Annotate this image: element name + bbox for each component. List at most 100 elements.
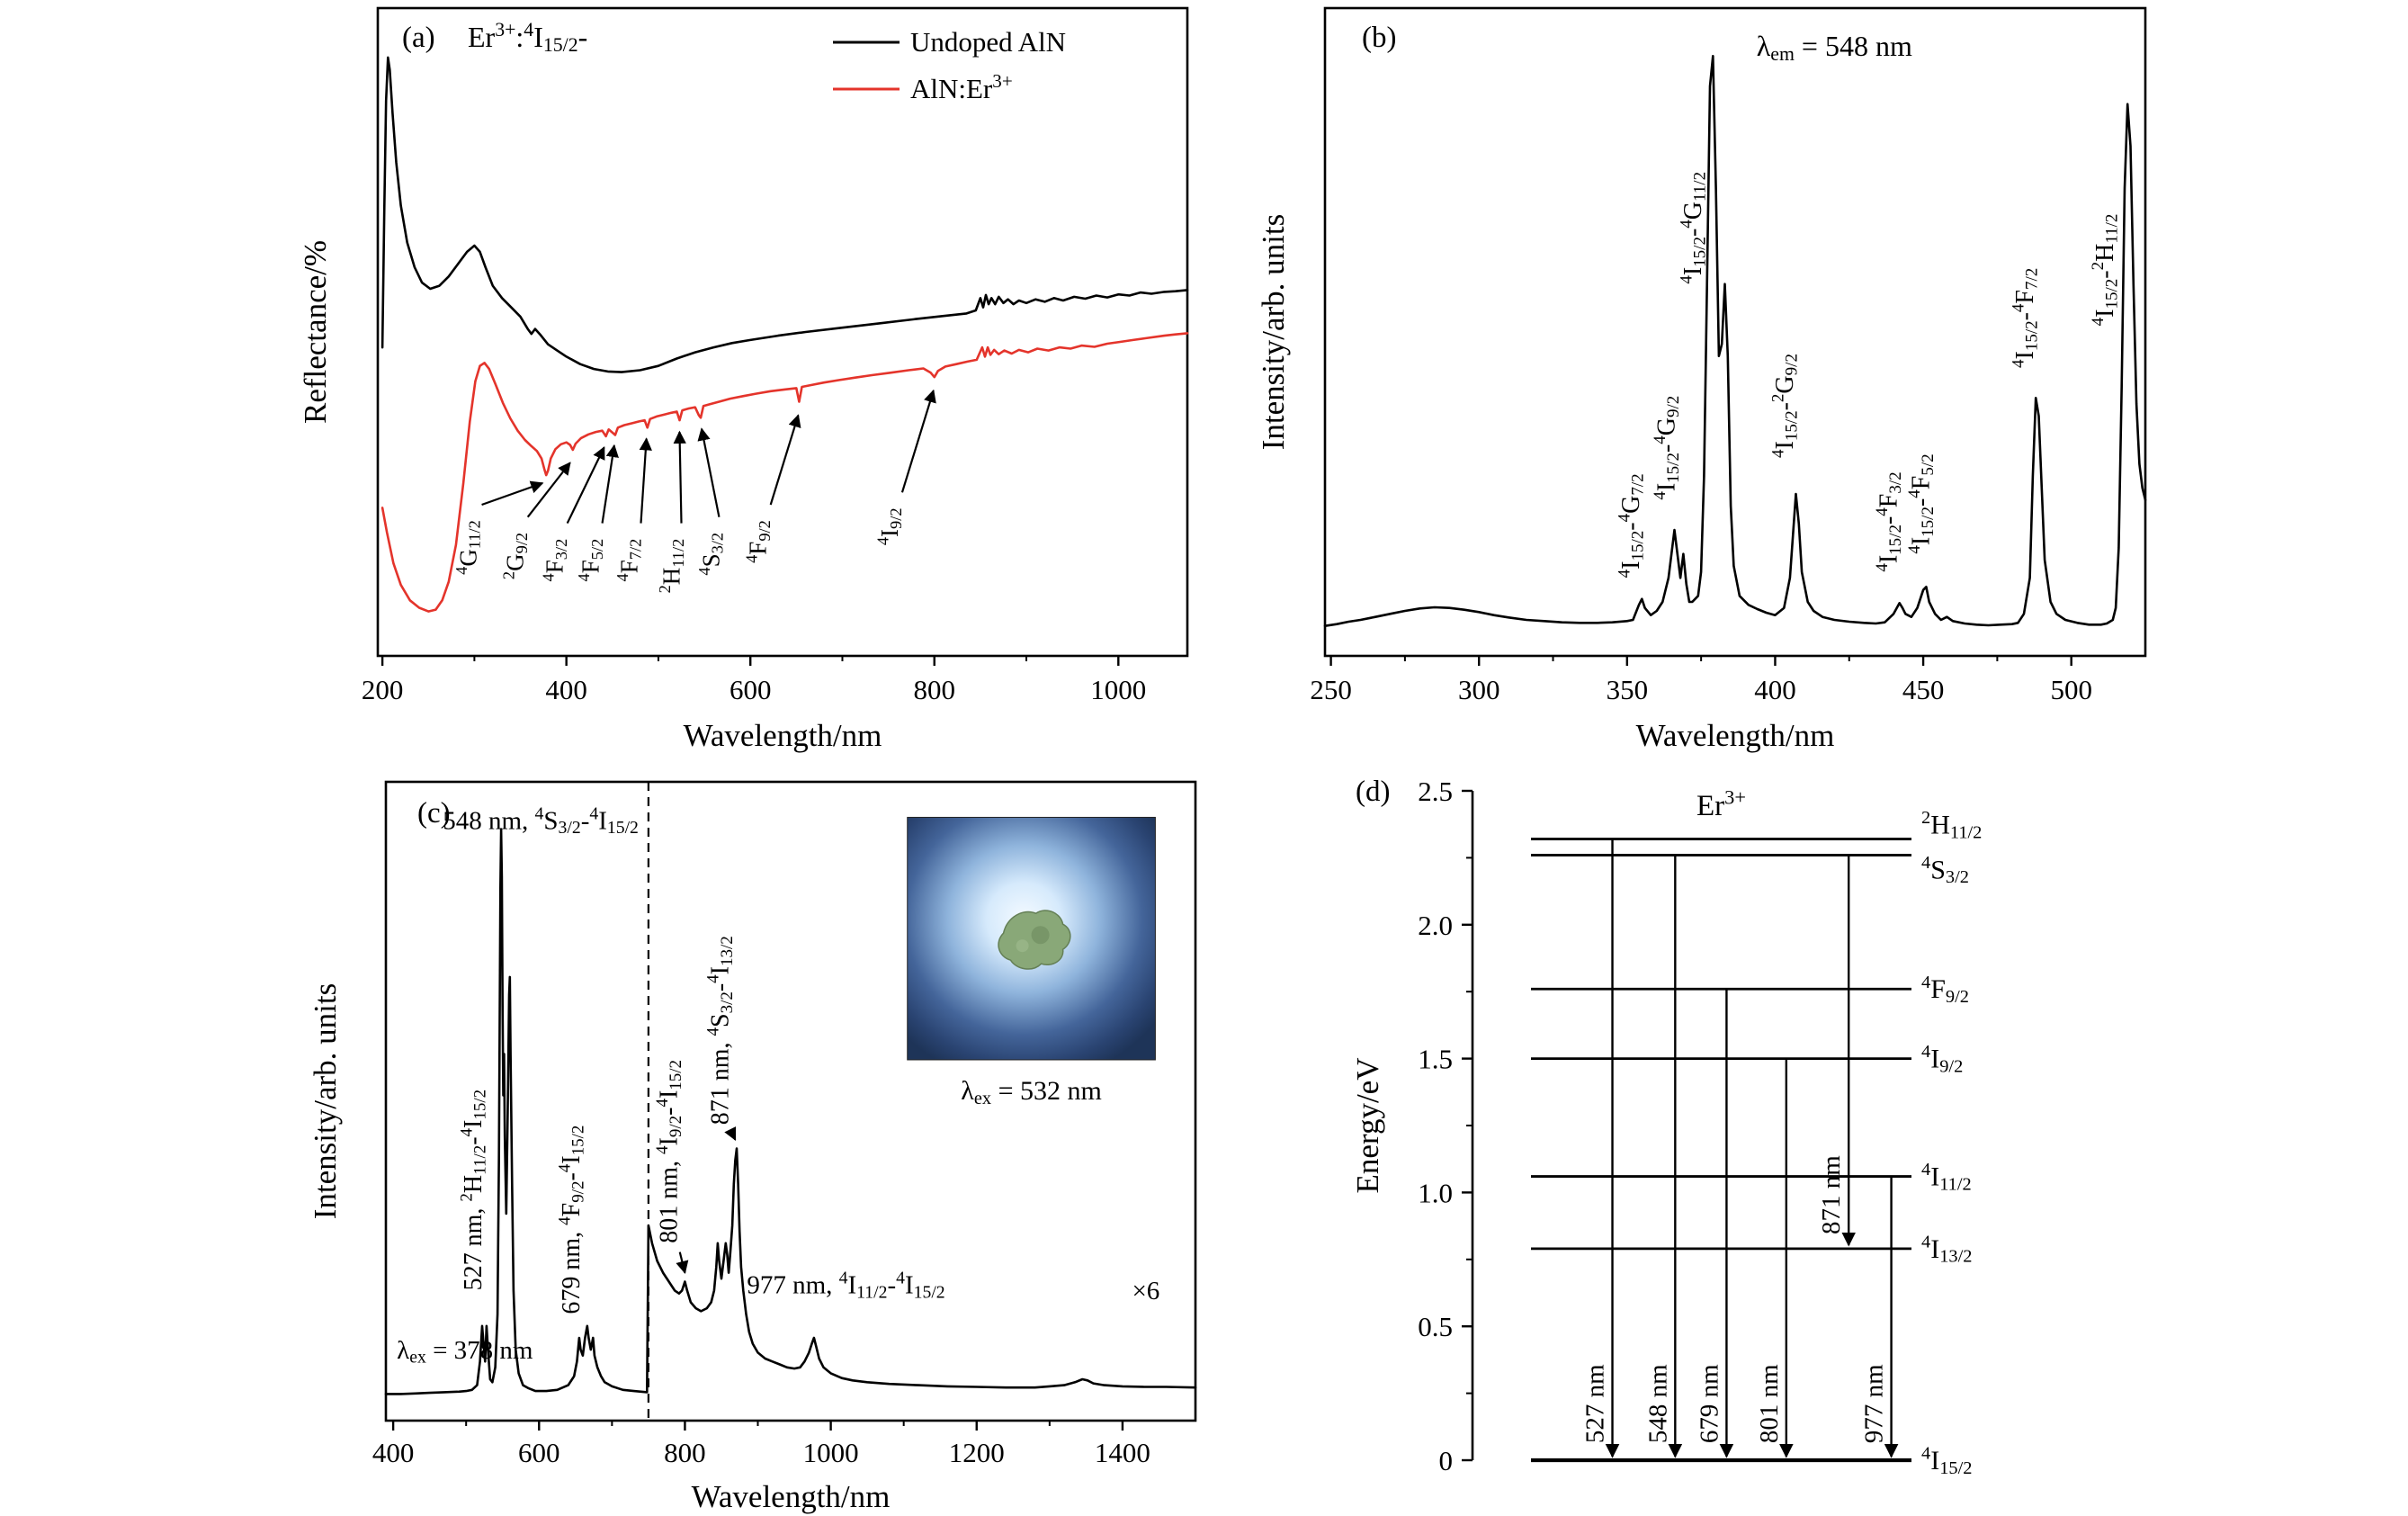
panel-b: 250 300 350 400 450 500 4I15/2-4G7/24I15/2-4G9… <box>1256 6 2147 753</box>
y-axis-title: Reflectance/% <box>298 240 333 424</box>
x-tick-label: 450 <box>1902 674 1945 705</box>
x-tick-label: 500 <box>2050 674 2092 705</box>
transition-wavelength-label: 548 nm <box>1643 1364 1672 1443</box>
y-axis-title: Intensity/arb. units <box>1256 214 1291 450</box>
annotation-text: ×6 <box>1132 1277 1159 1305</box>
absorption-dip-label: 4F3/2 <box>539 539 570 582</box>
transition-wavelength-label: 871 nm <box>1817 1155 1846 1234</box>
x-tick-label: 400 <box>1754 674 1796 705</box>
y-tick-label: 1.0 <box>1418 1177 1453 1208</box>
level-term-label: 4S3/2 <box>1921 853 1969 887</box>
x-tick-label: 1200 <box>949 1437 1005 1468</box>
absorption-dip-arrow <box>900 389 936 493</box>
y-tick-label: 0 <box>1439 1445 1454 1476</box>
y-tick-label: 1.5 <box>1418 1044 1453 1075</box>
level-term-label: 4I11/2 <box>1921 1160 1972 1194</box>
panel-letter: (b) <box>1362 22 1396 54</box>
panel-letter: (c) <box>417 797 451 830</box>
absorption-dip-arrow <box>639 437 652 524</box>
absorption-dip-arrow <box>601 444 619 524</box>
inset-photo <box>907 816 1156 1061</box>
annotation-text: 977 nm, 4I11/2-4I15/2 <box>747 1269 944 1303</box>
absorption-dip-label: 4F9/2 <box>742 520 774 563</box>
absorption-dip-arrow <box>481 480 544 507</box>
y-tick-label: 0.5 <box>1418 1311 1453 1342</box>
level-term-label: 4I15/2 <box>1921 1444 1972 1478</box>
absorption-dip-label: 2G9/2 <box>499 533 531 579</box>
series-curve-0 <box>380 56 1189 373</box>
absorption-dip-label: 4F7/2 <box>613 539 645 582</box>
peak-label: 871 nm, 4S3/2-4I13/2 <box>704 936 737 1125</box>
x-tick-label: 800 <box>664 1437 706 1468</box>
transition-wavelength-label: 527 nm <box>1581 1364 1610 1443</box>
panel-c: 400 600 800 1000 1200 1400 527 nm, 2H11/2-4I15… <box>308 780 1197 1514</box>
x-tick-label: 1000 <box>803 1437 859 1468</box>
level-term-label: 4I13/2 <box>1921 1232 1972 1266</box>
x-tick-label: 200 <box>362 674 404 705</box>
transition-wavelength-label: 977 nm <box>1860 1364 1889 1443</box>
plot-frame <box>384 780 1197 1422</box>
peak-label: 4I15/2-4G7/2 <box>1615 473 1647 578</box>
panel-letter: (a) <box>402 22 435 54</box>
legend-label-1: AlN:Er3+ <box>910 70 1013 104</box>
x-tick-label: 1000 <box>1090 674 1146 705</box>
panel-d: 0 0.5 1.0 1.5 2.0 2.5 Energy/eV (d) Er3+ 2H11/2 4S… <box>1350 776 1982 1478</box>
panel-header: Er3+:4I15/2- <box>468 19 587 56</box>
peak-label: 527 nm, 2H11/2-4I15/2 <box>458 1090 490 1291</box>
x-tick-label: 300 <box>1458 674 1500 705</box>
series-curve-0 <box>1323 55 2147 627</box>
plot-frame <box>1323 6 2147 658</box>
absorption-dip-arrow <box>526 462 571 518</box>
inset-caption: λex = 532 nm <box>961 1076 1102 1108</box>
peak-label: 801 nm, 4I9/2-4I15/2 <box>653 1060 685 1243</box>
transition-wavelength-label: 801 nm <box>1755 1364 1784 1443</box>
peak-label: 679 nm, 4F9/2-4I15/2 <box>555 1126 587 1314</box>
absorption-dip-label: 4I9/2 <box>874 507 906 545</box>
x-tick-label: 600 <box>730 674 772 705</box>
peak-label: 4I15/2-4G11/2 <box>1678 172 1710 284</box>
panel-letter: (d) <box>1356 776 1390 808</box>
x-tick-label: 400 <box>372 1437 415 1468</box>
crystal-highlight <box>1016 939 1029 953</box>
x-tick-label: 250 <box>1310 674 1352 705</box>
level-term-label: 4I9/2 <box>1921 1042 1963 1076</box>
peak-label: 4I15/2-2G9/2 <box>1769 354 1802 458</box>
peak-label: 4I15/2-4F7/2 <box>2009 268 2041 368</box>
peak-label: 4I15/2-4G9/2 <box>1651 396 1683 500</box>
level-term-label: 2H11/2 <box>1921 808 1982 842</box>
peak-arrow <box>724 1126 737 1142</box>
peak-label: 4I15/2-4F3/2 <box>1873 471 1905 571</box>
peak-label: 4I15/2-4F5/2 <box>1905 453 1938 553</box>
ion-title: Er3+ <box>1696 786 1746 823</box>
x-axis-title: Wavelength/nm <box>1636 718 1835 753</box>
annotation-text: 548 nm, 4S3/2-4I15/2 <box>443 804 639 839</box>
absorption-dip-arrow <box>697 427 721 517</box>
panel-header: λem = 548 nm <box>1757 30 1912 65</box>
legend-label-0: Undoped AlN <box>910 26 1066 58</box>
x-axis-title: Wavelength/nm <box>692 1479 891 1514</box>
absorption-dip-arrow <box>566 445 605 525</box>
x-tick-label: 600 <box>518 1437 560 1468</box>
x-axis-title: Wavelength/nm <box>684 718 882 753</box>
y-axis-title: Energy/eV <box>1350 1058 1385 1194</box>
x-tick-label: 350 <box>1607 674 1649 705</box>
plot-frame <box>376 6 1189 658</box>
crystal-shade <box>1031 926 1050 945</box>
absorption-dip-arrow <box>673 430 686 524</box>
panel-a: 200 400 600 800 1000 4G11/2 2G9/2 4F3/24F5/24F7… <box>298 6 1189 753</box>
x-tick-label: 400 <box>545 674 587 705</box>
x-tick-label: 1400 <box>1095 1437 1150 1468</box>
absorption-dip-label: 4F5/2 <box>575 539 606 582</box>
y-axis-title: Intensity/arb. units <box>308 983 343 1219</box>
annotation-text: λex = 378 nm <box>397 1336 533 1368</box>
absorption-dip-arrow <box>769 414 801 506</box>
y-tick-label: 2.0 <box>1418 910 1453 941</box>
y-tick-label: 2.5 <box>1418 776 1453 807</box>
absorption-dip-label: 4G11/2 <box>452 520 484 575</box>
absorption-dip-label: 2H11/2 <box>656 539 687 594</box>
peak-arrow <box>676 1251 689 1275</box>
absorption-dip-label: 4S3/2 <box>695 533 727 576</box>
level-term-label: 4F9/2 <box>1921 973 1969 1007</box>
transition-wavelength-label: 679 nm <box>1695 1364 1723 1443</box>
